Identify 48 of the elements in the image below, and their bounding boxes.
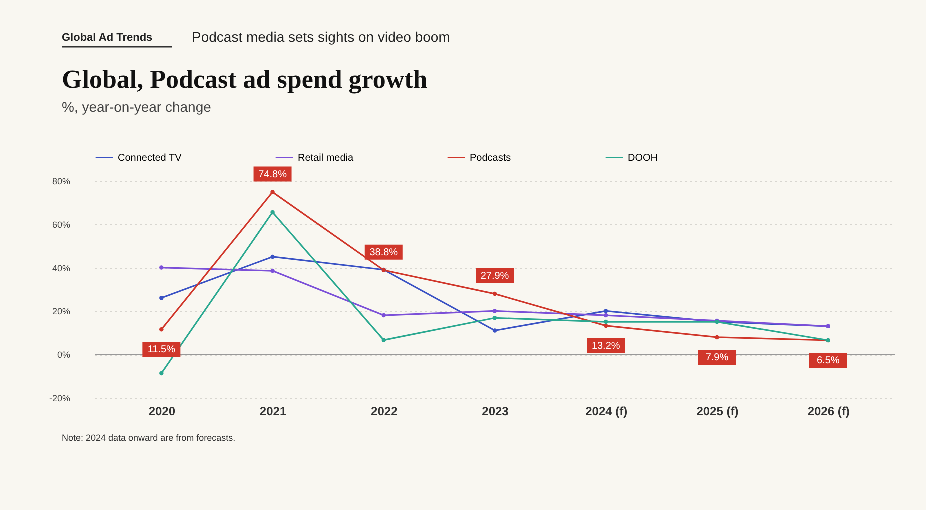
data-label: 7.9% [706, 352, 729, 364]
point [492, 292, 498, 296]
y-tick-label: -20% [49, 394, 70, 404]
legend-label: Retail media [298, 152, 354, 164]
point [604, 309, 608, 314]
y-tick-label: 80% [52, 176, 70, 186]
point [270, 268, 275, 274]
chart-subtitle: %, year-on-year change [62, 99, 212, 115]
legend-label: Podcasts [470, 152, 512, 164]
point [160, 371, 164, 376]
data-label: 6.5% [816, 355, 840, 366]
point [492, 316, 498, 320]
point [604, 320, 608, 324]
y-tick-label: 0% [57, 350, 70, 360]
point [382, 313, 386, 318]
y-tick-label: 40% [52, 263, 70, 274]
point [160, 266, 164, 270]
data-label: 74.8% [258, 169, 288, 180]
point [492, 328, 498, 333]
point [160, 328, 164, 332]
text: Podcast media sets sights on video boom [192, 29, 450, 45]
legend-label: Connected TV [118, 152, 182, 164]
x-tick-label: 2022 [371, 404, 398, 418]
point [382, 338, 386, 342]
text: Global Ad Trends [62, 32, 153, 44]
x-tick-label: 2021 [260, 404, 287, 418]
chart-title: Global, Podcast ad spend growth [62, 65, 428, 94]
point [270, 190, 275, 194]
x-tick-label: 2025 (f) [696, 404, 739, 418]
y-tick-label: 60% [52, 220, 70, 230]
point [492, 309, 498, 314]
text: Note: 2024 data onward are from forecasts. [62, 433, 236, 443]
x-tick-label: 2020 [148, 404, 176, 418]
point [270, 254, 275, 260]
y-tick-label: 20% [52, 306, 70, 317]
point [160, 296, 164, 300]
x-tick-label: 2023 [482, 404, 510, 418]
point [604, 324, 608, 328]
data-label: 38.8% [370, 247, 398, 258]
point [270, 210, 275, 215]
data-label: 27.9% [480, 271, 510, 282]
point [604, 313, 608, 318]
data-label: 11.5% [148, 344, 176, 356]
x-tick-label: 2026 (f) [808, 404, 850, 418]
legend-label: DOOH [628, 152, 658, 164]
x-tick-label: 2024 (f) [586, 404, 628, 418]
data-label: 13.2% [592, 340, 620, 352]
point [715, 335, 720, 340]
